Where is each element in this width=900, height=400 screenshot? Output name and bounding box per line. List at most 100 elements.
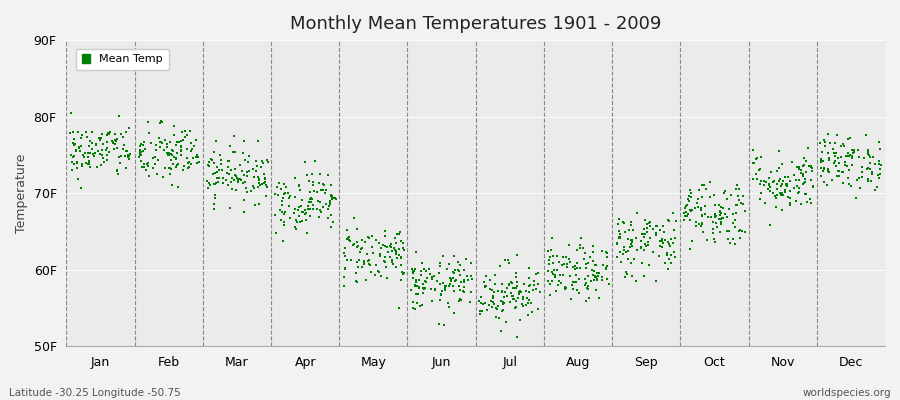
Point [703,194,717,200]
Point [637,230,652,237]
Point [730,182,744,188]
Point [201,162,215,168]
Point [516,294,530,300]
Point [747,160,761,166]
Point [715,215,729,221]
Point [166,132,181,138]
Point [842,153,856,160]
Point [585,266,599,273]
Point [792,185,806,191]
Point [237,172,251,178]
Point [712,202,726,208]
Point [210,169,224,176]
Point [291,206,305,213]
Point [115,134,130,140]
Point [845,162,859,168]
Point [873,146,887,152]
Point [660,249,674,256]
Point [299,210,313,216]
Point [636,226,651,232]
Point [257,175,272,182]
Point [695,182,709,189]
Point [612,228,626,234]
Point [416,285,430,292]
Point [522,265,536,272]
Point [860,149,875,156]
Point [411,276,426,283]
Point [735,200,750,207]
Point [616,244,631,250]
Point [207,160,221,167]
Point [438,287,453,293]
Point [94,134,108,141]
Point [526,287,541,293]
Point [814,164,829,171]
Point [783,177,797,184]
Point [423,271,437,278]
Point [828,153,842,160]
Point [324,182,338,188]
Point [81,143,95,150]
Point [327,195,341,201]
Point [772,178,787,184]
Point [240,189,255,195]
Point [93,137,107,144]
Point [353,249,367,256]
Point [350,226,365,232]
Point [612,234,626,240]
Text: worldspecies.org: worldspecies.org [803,388,891,398]
Point [653,227,668,233]
Point [500,292,514,299]
Point [94,152,109,158]
Point [480,272,494,279]
Point [141,119,156,126]
Point [833,154,848,160]
Point [789,198,804,205]
Point [713,209,727,215]
Point [269,183,284,190]
Point [64,152,78,158]
Point [837,159,851,166]
Point [378,259,392,266]
Point [249,163,264,169]
Point [71,129,86,136]
Point [452,268,466,274]
Point [412,303,427,310]
Point [184,146,199,153]
Point [834,168,849,175]
Point [590,270,604,276]
Point [396,240,410,246]
Point [202,180,216,186]
Point [100,157,114,163]
Point [727,217,742,224]
Point [146,164,160,171]
Point [210,163,224,170]
Point [845,154,859,161]
Point [307,188,321,195]
Point [736,193,751,199]
Point [613,234,627,240]
Point [714,220,728,227]
Point [843,134,858,141]
Point [817,166,832,172]
Point [216,175,230,182]
Y-axis label: Temperature: Temperature [15,154,28,233]
Point [851,147,866,154]
Point [644,223,658,230]
Point [589,262,603,269]
Point [816,158,831,165]
Point [865,170,879,177]
Point [761,175,776,181]
Point [158,164,172,171]
Point [324,192,338,198]
Point [340,226,355,233]
Point [695,220,709,226]
Point [94,147,109,153]
Point [514,289,528,296]
Point [185,155,200,162]
Point [562,242,576,248]
Point [457,267,472,273]
Point [666,209,680,216]
Point [872,175,886,182]
Point [834,143,849,149]
